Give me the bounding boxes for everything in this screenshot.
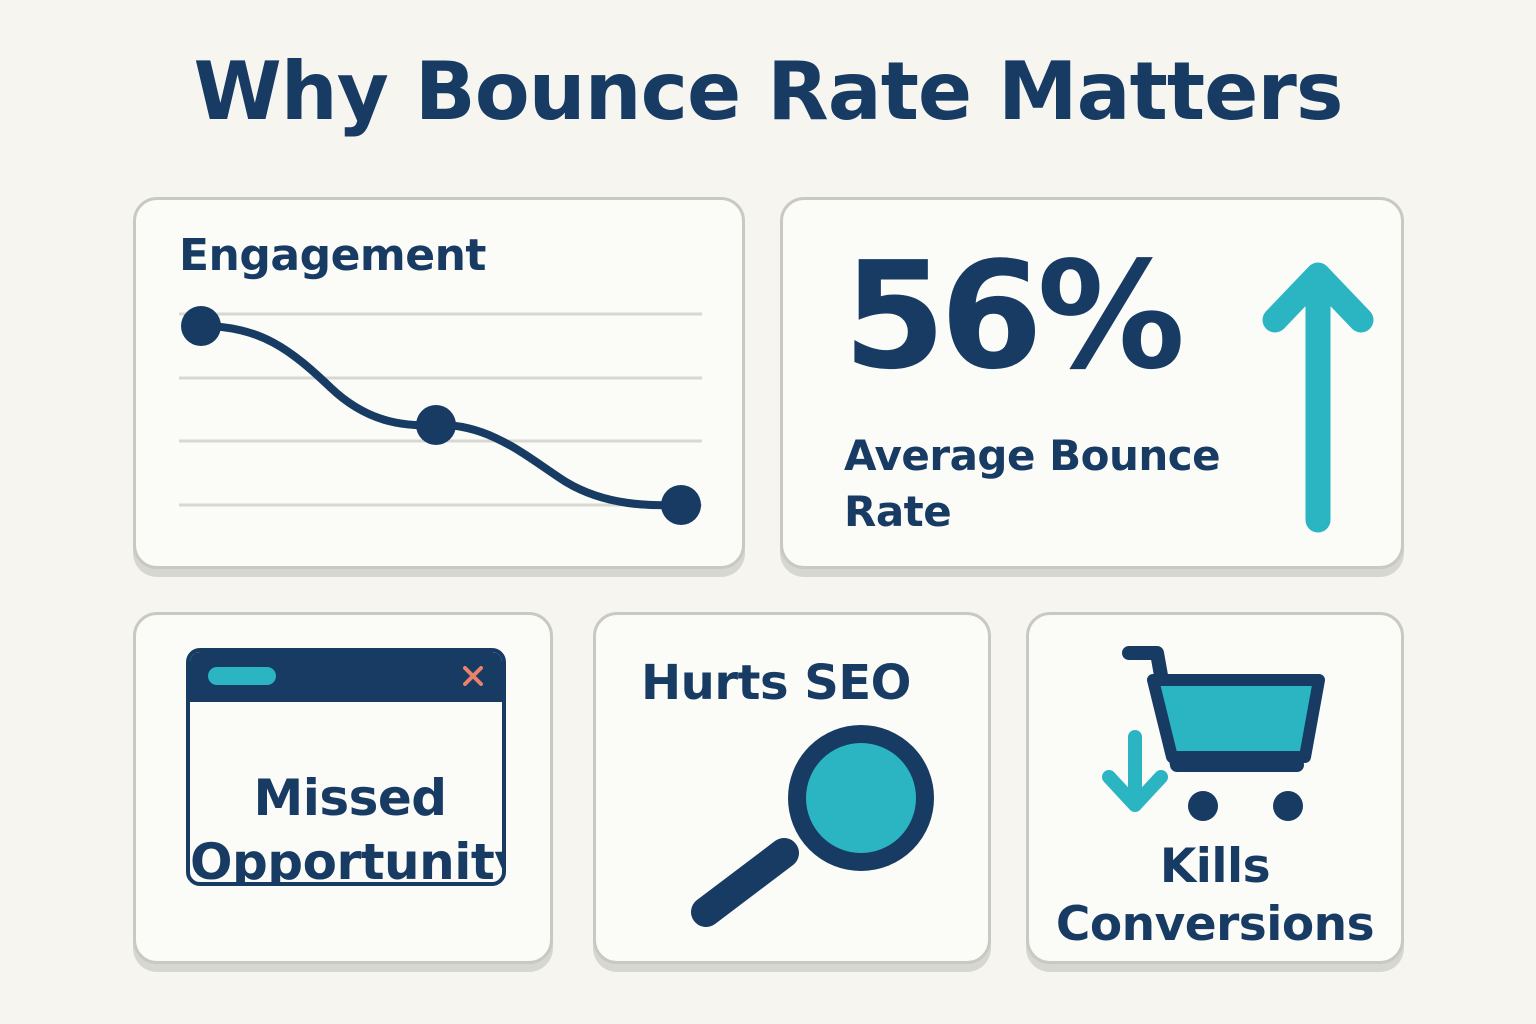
bounce-rate-label: Average Bounce Rate — [844, 431, 1221, 536]
page-title: Why Bounce Rate Matters — [193, 45, 1344, 138]
bounce-rate-value: 56% — [843, 230, 1185, 402]
bounce-rate-card: 56% Average Bounce Rate — [780, 197, 1404, 569]
hurts-seo-card: Hurts SEO — [593, 612, 991, 964]
missed-opportunity-label: Missed Opportunity — [190, 769, 506, 886]
line-chart-icon — [179, 306, 702, 525]
shopping-cart-icon — [1122, 646, 1325, 821]
close-icon — [463, 666, 483, 686]
trend-point — [661, 485, 701, 525]
browser-window-icon: Missed Opportunity — [186, 648, 506, 886]
magnifier-icon — [691, 725, 934, 927]
trend-point — [416, 405, 456, 445]
kills-conversions-card: Kills Conversions — [1026, 612, 1404, 964]
browser-address-pill — [208, 667, 276, 685]
arrow-up-icon — [1262, 262, 1374, 533]
missed-opportunity-card: Missed Opportunity — [133, 612, 553, 964]
trend-point — [181, 306, 221, 346]
engagement-card: Engagement — [133, 197, 745, 569]
hurts-seo-label: Hurts SEO — [641, 655, 911, 711]
arrow-down-icon — [1102, 730, 1168, 812]
engagement-title: Engagement — [179, 230, 486, 281]
kills-conversions-label: Kills Conversions — [1055, 839, 1375, 952]
